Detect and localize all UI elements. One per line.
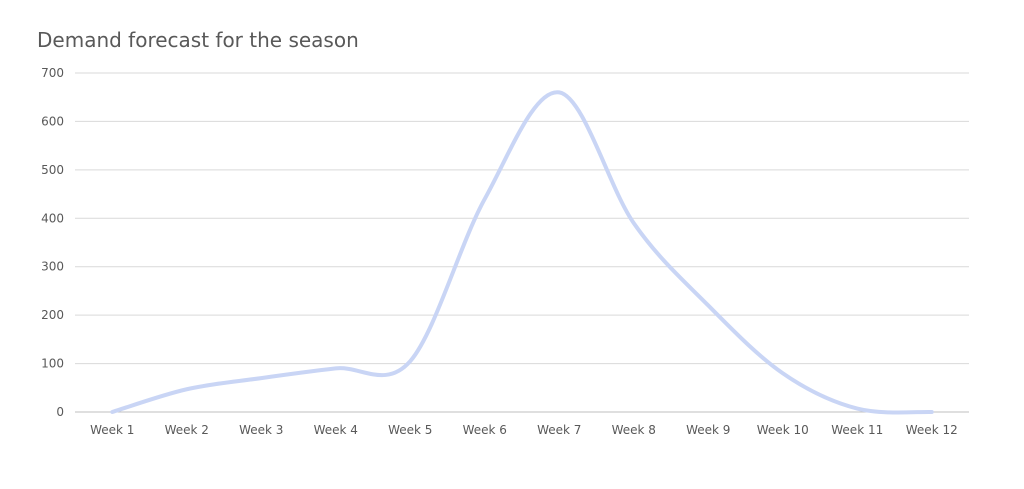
series-lines: [110, 90, 934, 415]
y-tick-label-300: 300: [41, 260, 64, 274]
data-point-week-3: [259, 376, 263, 380]
data-point-week-7: [557, 90, 561, 94]
data-point-week-8: [632, 221, 636, 225]
series-line-1: [110, 90, 934, 415]
x-tick-label-12: Week 12: [906, 423, 958, 437]
data-point-week-11: [855, 407, 859, 411]
gridlines: [75, 72, 969, 365]
y-tick-label-700: 700: [41, 66, 64, 80]
y-tick-label-600: 600: [41, 114, 64, 128]
data-point-week-4: [334, 366, 338, 370]
x-axis-tick-labels: Week 1 Week 2 Week 3 Week 4 Week 5 Week 6 Week…: [90, 423, 958, 437]
data-point-week-12: [930, 410, 934, 414]
y-tick-label-200: 200: [41, 308, 64, 322]
y-tick-label-0: 0: [56, 405, 64, 419]
x-tick-label-6: Week 6: [463, 423, 507, 437]
x-tick-label-3: Week 3: [239, 423, 283, 437]
x-tick-label-7: Week 7: [537, 423, 581, 437]
y-axis-tick-labels: 0 100 200 300 400 500 600 700: [41, 66, 64, 419]
x-tick-label-2: Week 2: [165, 423, 209, 437]
y-tick-label-500: 500: [41, 163, 64, 177]
y-tick-label-400: 400: [41, 211, 64, 225]
chart-title: Demand forecast for the season: [37, 28, 359, 52]
data-point-week-2: [185, 387, 189, 391]
x-tick-label-8: Week 8: [612, 423, 656, 437]
x-tick-label-11: Week 11: [831, 423, 883, 437]
data-point-week-5: [408, 359, 412, 363]
x-tick-label-1: Week 1: [90, 423, 134, 437]
data-point-week-9: [706, 303, 710, 307]
x-tick-label-4: Week 4: [314, 423, 358, 437]
data-point-week-10: [781, 371, 785, 375]
x-tick-label-5: Week 5: [388, 423, 432, 437]
y-tick-label-100: 100: [41, 357, 64, 371]
x-tick-label-10: Week 10: [757, 423, 809, 437]
data-points: [110, 90, 934, 414]
data-point-week-6: [483, 197, 487, 201]
data-point-week-1: [110, 410, 114, 414]
x-tick-label-9: Week 9: [686, 423, 730, 437]
